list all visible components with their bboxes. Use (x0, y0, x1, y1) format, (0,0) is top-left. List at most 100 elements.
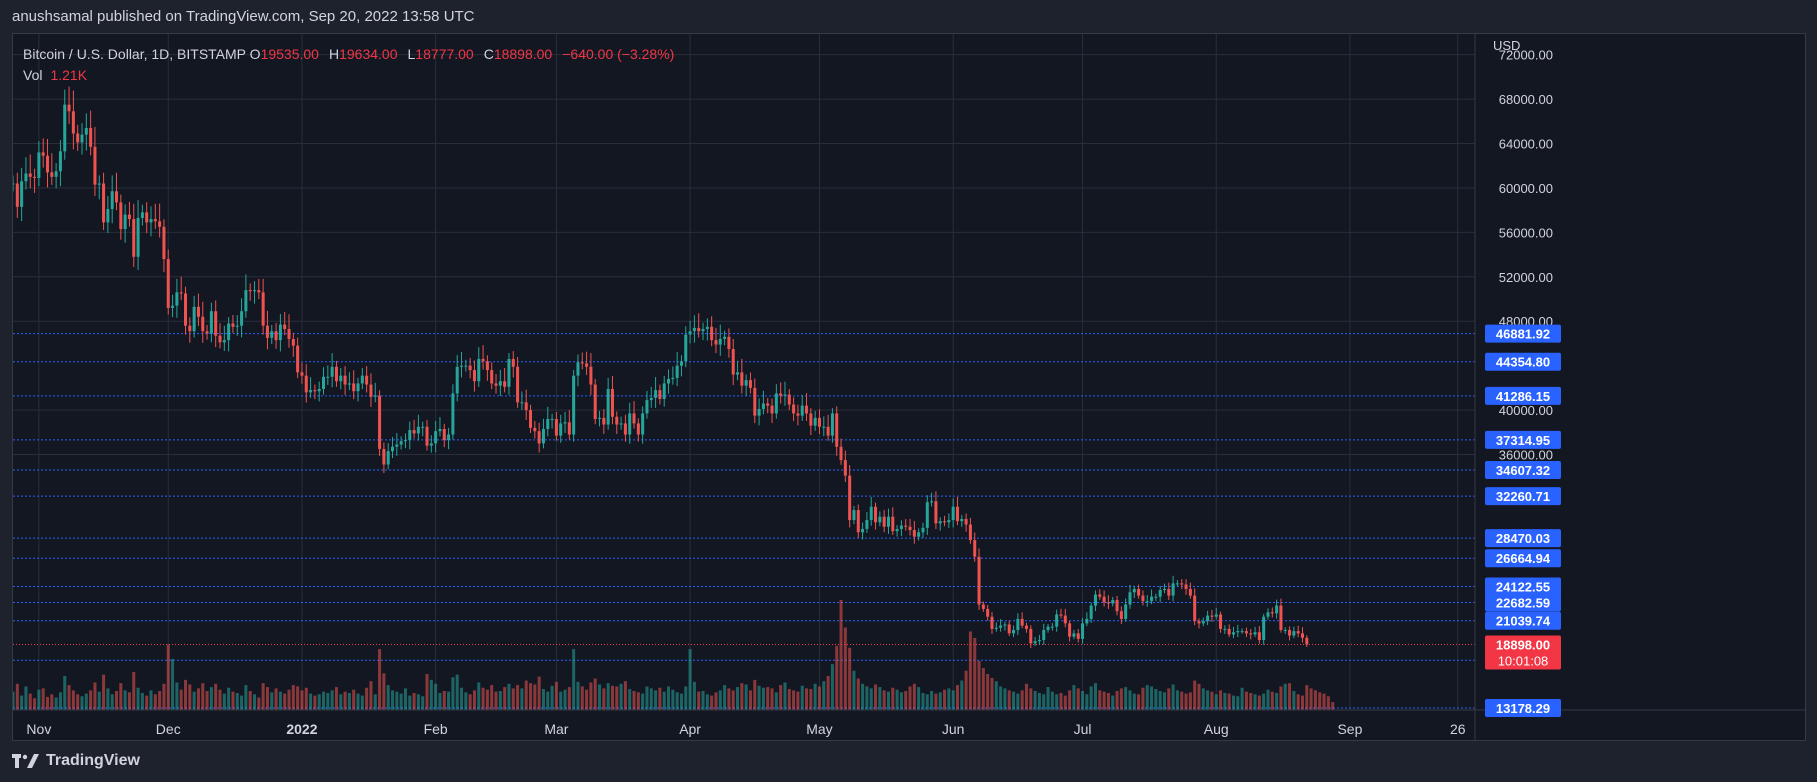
volume-bar (796, 691, 800, 710)
candle-body (856, 510, 860, 533)
level-label: 22682.59 (1496, 595, 1550, 610)
candle-body (554, 418, 558, 436)
volume-bar (977, 660, 981, 710)
volume-bar (649, 688, 653, 710)
candle-body (1158, 590, 1162, 597)
volume-bar (589, 682, 593, 710)
volume-bar (119, 683, 123, 710)
grid-layer (13, 34, 1475, 710)
volume-bar (550, 685, 554, 710)
candle-body (408, 430, 412, 441)
last-price-label: 18898.00 (1496, 637, 1550, 652)
candle-body (114, 191, 119, 203)
candle-body (119, 202, 123, 230)
candle-body (494, 383, 498, 386)
candle-body (149, 219, 153, 223)
candle-body (1137, 588, 1141, 596)
candle-body (714, 340, 718, 345)
candle-body (934, 501, 938, 524)
candle-body (54, 171, 58, 177)
candle-body (300, 372, 304, 376)
candle-body (861, 528, 865, 533)
volume-bar (1193, 680, 1197, 710)
volume-bar (442, 691, 446, 710)
candle-body (33, 176, 37, 178)
volume-bar (265, 687, 269, 710)
currency-label: USD (1493, 38, 1520, 53)
volume-bar (464, 692, 468, 710)
volume-bar (1244, 691, 1248, 710)
volume-bar (602, 688, 606, 710)
volume-bar (951, 690, 955, 710)
candle-body (171, 305, 175, 308)
candle-body (774, 393, 778, 414)
volume-bar (434, 683, 438, 710)
level-label-box (1485, 611, 1561, 630)
candle-body (1244, 631, 1248, 634)
volume-bar (779, 685, 783, 710)
volume-bar (382, 673, 386, 710)
level-label: 13178.29 (1496, 701, 1550, 716)
level-label: 24122.55 (1496, 579, 1550, 594)
volume-bar (1231, 695, 1235, 710)
candle-body (1162, 588, 1166, 591)
volume-bar (714, 692, 718, 710)
volume-bar (1262, 693, 1266, 710)
candle-body (309, 390, 313, 393)
volume-bar (317, 694, 321, 710)
candle-body (955, 506, 959, 522)
level-label: 32260.71 (1496, 489, 1550, 504)
volume-bar (1322, 693, 1326, 710)
volume-bar (537, 676, 541, 710)
candle-body (563, 422, 567, 424)
tradingview-footer-logo[interactable]: TradingView (12, 752, 140, 770)
candle-body (1175, 583, 1179, 585)
volume-bar (278, 691, 282, 710)
chart-frame[interactable]: Nov Dec 2022 Feb Mar Apr May Jun Jul Aug Sep 26 7200… (12, 33, 1806, 741)
candle-body (964, 518, 968, 525)
candle-body (231, 323, 235, 327)
candle-body (1007, 624, 1011, 634)
candle-body (947, 520, 951, 523)
candle-body (80, 134, 84, 143)
candle-body (524, 402, 528, 411)
candle-body (455, 366, 459, 394)
volume-bar (817, 686, 821, 710)
volume-bar (848, 647, 852, 710)
volume-bar (1050, 691, 1054, 710)
symbol-title[interactable]: Bitcoin / U.S. Dollar, 1D, BITSTAMP (23, 46, 246, 62)
x-tick-label: 2022 (286, 721, 317, 737)
candle-body (214, 311, 218, 336)
volume-bar (938, 692, 942, 710)
volume-label[interactable]: Vol (23, 67, 43, 83)
candle-body (692, 327, 696, 332)
volume-bar (205, 691, 209, 710)
candle-body (697, 327, 701, 332)
candle-body (127, 214, 131, 220)
volume-bar (805, 688, 809, 710)
volume-bar (800, 685, 804, 710)
candle-body (835, 413, 839, 447)
candle-body (1219, 614, 1223, 629)
volume-bar (403, 688, 407, 710)
candle-body (451, 393, 455, 435)
candle-body (800, 405, 804, 416)
candle-body (1253, 632, 1257, 635)
volume-bar (921, 692, 925, 710)
volume-bar (196, 688, 200, 710)
candle-body (520, 402, 524, 404)
price-chart[interactable]: Nov Dec 2022 Feb Mar Apr May Jun Jul Aug Sep 26 7200… (13, 34, 1805, 740)
candle-body (317, 388, 321, 392)
volume-bar (529, 683, 533, 710)
candle-body (598, 417, 602, 419)
candle-body (322, 376, 326, 389)
volume-bar (632, 691, 636, 710)
volume-bar (835, 645, 839, 710)
volume-bar (830, 664, 834, 710)
volume-bar (1089, 686, 1093, 710)
candle-body (1201, 621, 1205, 624)
volume-bar (1020, 690, 1024, 710)
volume-bar (1029, 688, 1033, 710)
volume-bar (511, 688, 515, 710)
candle-body (572, 375, 576, 435)
